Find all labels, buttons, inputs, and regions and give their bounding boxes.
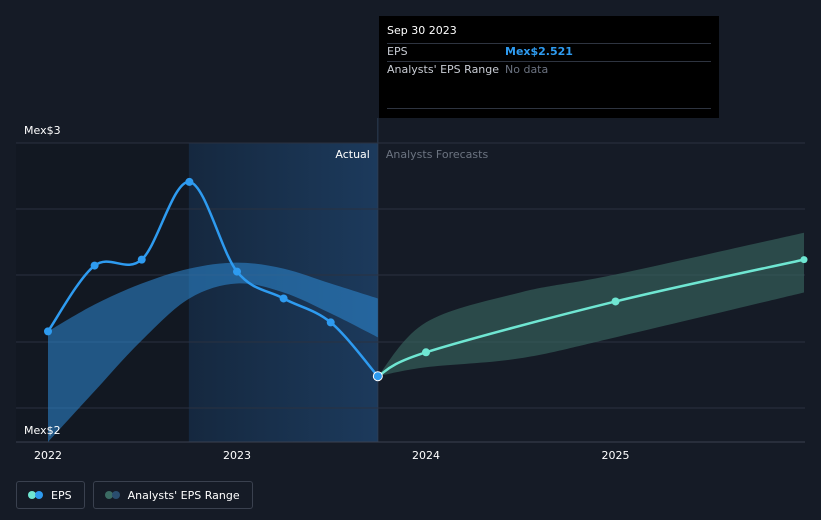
eps-point-current	[372, 371, 383, 382]
tooltip-eps-value: Mex$2.521	[505, 45, 573, 58]
axis-labels: Mex$3 Mex$2 2022 2023 2024 2025 Actual Analysts…	[24, 124, 630, 462]
eps-point-forecast	[611, 297, 620, 306]
eps-point-actual	[44, 327, 52, 336]
x-tick-label: 2024	[412, 449, 440, 462]
eps-point-forecast	[800, 256, 808, 264]
chart-legend: EPS Analysts' EPS Range	[16, 481, 253, 509]
tooltip-row-eps: EPS Mex$2.521	[387, 43, 711, 61]
legend-range-label: Analysts' EPS Range	[127, 488, 240, 502]
forecast-label: Analysts Forecasts	[386, 148, 489, 161]
tooltip-eps-label: EPS	[387, 45, 408, 58]
tooltip-range-label: Analysts' EPS Range	[387, 63, 500, 76]
range-band-forecast	[377, 232, 804, 377]
legend-eps-label: EPS	[51, 488, 72, 502]
range-swatch-icon	[104, 491, 120, 499]
y-tick-label: Mex$2	[24, 424, 61, 437]
eps-point-actual	[233, 267, 241, 276]
eps-point-actual	[90, 261, 99, 270]
y-tick-label: Mex$3	[24, 124, 61, 137]
tooltip-row-range: Analysts' EPS Range No data	[387, 61, 711, 79]
x-tick-label: 2023	[223, 449, 251, 462]
eps-point-actual	[185, 177, 194, 186]
tooltip-date: Sep 30 2023	[387, 24, 457, 37]
eps-points	[44, 177, 808, 382]
range-bands	[48, 232, 804, 442]
tooltip-divider	[387, 108, 711, 109]
actual-label: Actual	[335, 148, 369, 161]
x-tick-label: 2022	[34, 449, 62, 462]
legend-eps-range[interactable]: Analysts' EPS Range	[92, 481, 253, 509]
x-tick-label: 2025	[602, 449, 630, 462]
tooltip-range-value: No data	[505, 63, 549, 76]
eps-swatch-icon	[28, 491, 43, 499]
range-band-actual	[48, 262, 378, 442]
eps-point-actual	[279, 294, 288, 303]
eps-point-actual	[326, 318, 335, 327]
eps-line-forecast	[376, 258, 806, 378]
eps-tooltip: Sep 30 2023 EPS Mex$2.521 Analysts' EPS …	[379, 16, 719, 118]
legend-eps[interactable]: EPS	[16, 481, 85, 509]
eps-point-forecast	[422, 348, 430, 357]
eps-point-actual	[137, 255, 146, 264]
